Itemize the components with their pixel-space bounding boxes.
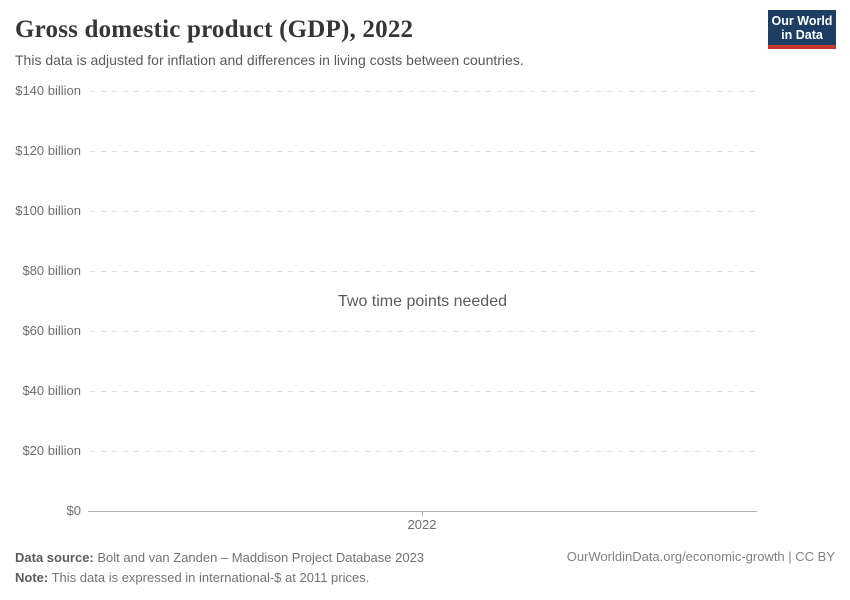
datasource-label: Data source: bbox=[15, 550, 94, 565]
y-axis-tick-label: $120 billion bbox=[15, 143, 81, 158]
footer-note-line: Note: This data is expressed in internat… bbox=[15, 568, 424, 588]
y-gridline bbox=[90, 91, 755, 92]
x-axis-line bbox=[88, 511, 757, 512]
y-gridline bbox=[90, 271, 755, 272]
note-text: This data is expressed in international-… bbox=[51, 570, 370, 585]
datasource-text[interactable]: Bolt and van Zanden – Maddison Project D… bbox=[97, 550, 425, 565]
owid-logo[interactable]: Our World in Data bbox=[768, 10, 836, 49]
x-axis-tick-mark bbox=[422, 511, 423, 516]
x-axis-tick-label: 2022 bbox=[407, 517, 437, 532]
y-gridline bbox=[90, 391, 755, 392]
owid-logo-line1: Our World bbox=[771, 14, 833, 28]
page-title: Gross domestic product (GDP), 2022 bbox=[15, 16, 414, 43]
y-gridline bbox=[90, 151, 755, 152]
y-axis-tick-label: $140 billion bbox=[15, 83, 81, 98]
y-gridline bbox=[90, 451, 755, 452]
note-label: Note: bbox=[15, 570, 49, 585]
owid-logo-line2: in Data bbox=[781, 28, 823, 42]
y-axis-tick-label: $0 bbox=[66, 503, 81, 518]
y-axis-tick-label: $80 billion bbox=[22, 263, 81, 278]
chart-footer: Data source: Bolt and van Zanden – Maddi… bbox=[15, 548, 424, 588]
y-axis-tick-label: $60 billion bbox=[22, 323, 81, 338]
page-subtitle: This data is adjusted for inflation and … bbox=[15, 52, 524, 68]
footer-datasource-line: Data source: Bolt and van Zanden – Maddi… bbox=[15, 548, 424, 568]
y-gridline bbox=[90, 211, 755, 212]
footer-citation-link[interactable]: OurWorldinData.org/economic-growth | CC … bbox=[566, 549, 835, 564]
empty-state-message: Two time points needed bbox=[338, 293, 507, 310]
y-axis-tick-label: $40 billion bbox=[22, 383, 81, 398]
y-axis-tick-label: $20 billion bbox=[22, 443, 81, 458]
y-gridline bbox=[90, 331, 755, 332]
y-axis-tick-label: $100 billion bbox=[15, 203, 81, 218]
